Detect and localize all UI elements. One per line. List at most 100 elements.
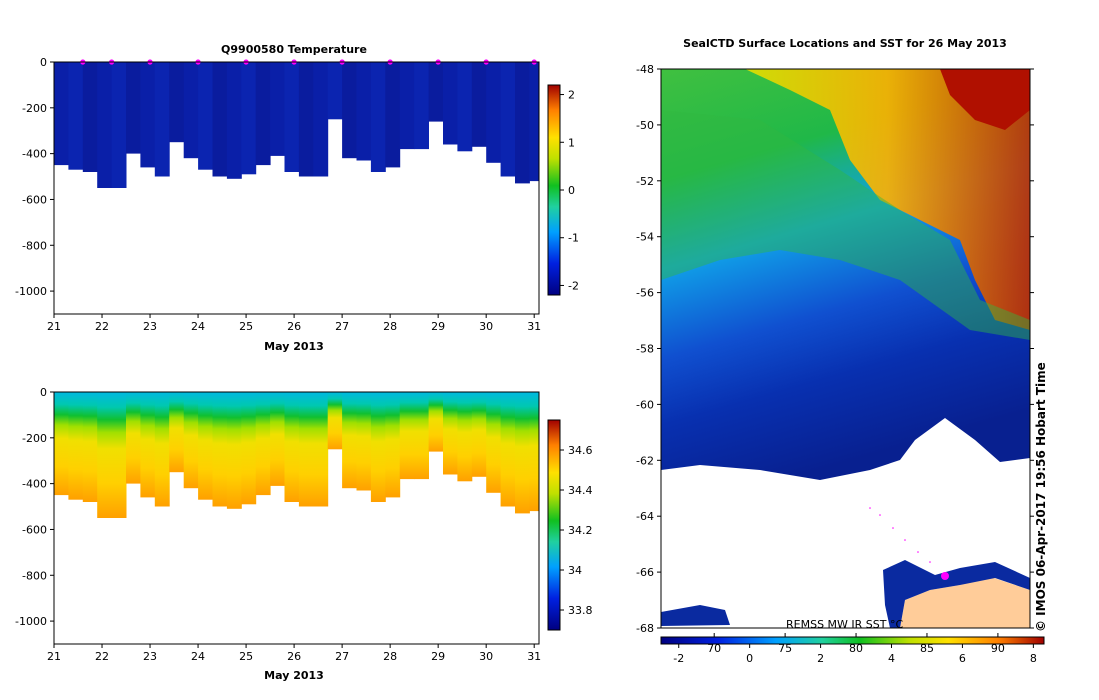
x-tick-label: 22 [95, 320, 109, 333]
profile-column [327, 62, 343, 120]
x-tick-label: 29 [431, 650, 445, 663]
sst-colorbar-secondary-label: 85 [920, 642, 934, 655]
profile-column [198, 62, 213, 170]
profile-column [399, 392, 415, 480]
salinity-xlabel: May 2013 [264, 669, 324, 682]
profile-column [54, 392, 69, 496]
y-tick-label: -200 [22, 102, 47, 115]
antarctic-land [900, 575, 1030, 628]
x-tick-label: 30 [479, 320, 493, 333]
profile-column [471, 62, 487, 147]
x-tick-label: 21 [47, 650, 61, 663]
profile-column [443, 392, 458, 475]
salinity-colorbar: 34.6 34.4 34.2 34 33.8 [547, 419, 593, 631]
profile-column [97, 392, 113, 518]
x-tick-label: 25 [239, 650, 253, 663]
profile-column [140, 392, 156, 498]
x-tick-label: 29 [431, 320, 445, 333]
temperature-plot: 0 -200 -400 -600 -800 -1000 21 22 23 24 25 26 27 28 2… [15, 56, 541, 333]
map-y-tick-label: -56 [636, 287, 654, 300]
sst-colorbar-tick-label: 6 [959, 652, 966, 665]
profile-column [298, 392, 314, 507]
colorbar-tick-label: 33.8 [568, 604, 593, 617]
profile-column [255, 62, 271, 166]
x-tick-label: 23 [143, 320, 157, 333]
sst-colorbar-gradient [660, 636, 1045, 645]
salinity-plot: 0 -200 -400 -600 -800 -1000 21 22 23 24 25 26 27 28 2… [15, 386, 541, 663]
y-tick-label: 0 [40, 386, 47, 399]
profile-column [457, 392, 473, 482]
profile-column [471, 392, 487, 477]
profile-column [82, 62, 98, 172]
colorbar-tick-label: 34.4 [568, 484, 593, 497]
map-title: SealCTD Surface Locations and SST for 26… [683, 37, 1007, 50]
colorbar-tick-label: 34 [568, 564, 582, 577]
profile-column [169, 62, 185, 143]
y-tick-label: -600 [22, 193, 47, 206]
profile-column [270, 62, 285, 156]
profile-column [198, 392, 213, 500]
profile-column [111, 62, 127, 188]
y-tick-label: -800 [22, 569, 47, 582]
map-y-tick-label: -60 [636, 398, 654, 411]
profile-column [370, 62, 386, 172]
profile-column [486, 392, 502, 493]
temperature-axes-frame [53, 61, 540, 315]
profile-column [428, 392, 444, 452]
profile-column [486, 62, 502, 163]
x-tick-label: 27 [335, 650, 349, 663]
seal-track-dots [869, 507, 931, 563]
profile-column [212, 62, 228, 177]
profile-column [183, 62, 199, 159]
profile-column [356, 392, 372, 491]
colorbar-tick-label: 1 [568, 136, 575, 149]
colorbar-tick-label: -2 [568, 279, 579, 292]
colorbar-tick-label: 2 [568, 89, 575, 102]
sst-colorbar-secondary-label: 80 [849, 642, 863, 655]
map-y-tick-label: -64 [636, 510, 654, 523]
sst-colorbar-tick-label: 2 [817, 652, 824, 665]
profile-column [529, 392, 540, 512]
profile-column [399, 62, 415, 150]
x-tick-label: 26 [287, 320, 301, 333]
map-y-tick-label: -58 [636, 343, 654, 356]
coastal-water-west [661, 605, 730, 626]
profile-column [284, 62, 300, 172]
profile-column [97, 62, 113, 188]
profile-column [298, 62, 314, 177]
profile-column [255, 392, 271, 496]
map-y-tick-label: -50 [636, 119, 654, 132]
x-tick-label: 23 [143, 650, 157, 663]
map-y-tick-label: -54 [636, 231, 654, 244]
profile-column [226, 62, 242, 179]
profile-column [126, 62, 141, 154]
sst-colorbar-secondary-label: 90 [991, 642, 1005, 655]
y-tick-label: -600 [22, 523, 47, 536]
x-tick-label: 24 [191, 650, 205, 663]
x-tick-label: 31 [527, 650, 541, 663]
colorbar-tick-label: 34.2 [568, 524, 593, 537]
sst-map: -48 -50 -52 -54 -56 -58 -60 -62 -64 -66 -68 REMSS … [636, 63, 1034, 635]
y-tick-label: -1000 [15, 285, 47, 298]
map-y-tick-label: -68 [636, 622, 654, 635]
sst-colorbar-secondary-label: 70 [707, 642, 721, 655]
sst-colorbar-tick-label: -2 [673, 652, 684, 665]
profile-column [500, 62, 516, 177]
profile-column [385, 62, 401, 168]
sst-colorbar-tick-label: 4 [888, 652, 895, 665]
profile-column [370, 392, 386, 502]
colorbar-tick-label: -1 [568, 232, 579, 245]
profile-column [111, 392, 127, 518]
profile-column [529, 62, 540, 182]
x-tick-label: 24 [191, 320, 205, 333]
salinity-colorbar-gradient [547, 419, 561, 631]
y-tick-label: -400 [22, 478, 47, 491]
sst-colorbar-tick-label: 8 [1030, 652, 1037, 665]
profile-column [500, 392, 516, 507]
sst-colorbar-secondary-label: 75 [778, 642, 792, 655]
x-tick-label: 26 [287, 650, 301, 663]
profile-column [428, 62, 444, 122]
profile-column [313, 392, 329, 507]
map-y-tick-label: -48 [636, 63, 654, 76]
temperature-colorbar: 2 1 0 -1 -2 [547, 84, 579, 296]
